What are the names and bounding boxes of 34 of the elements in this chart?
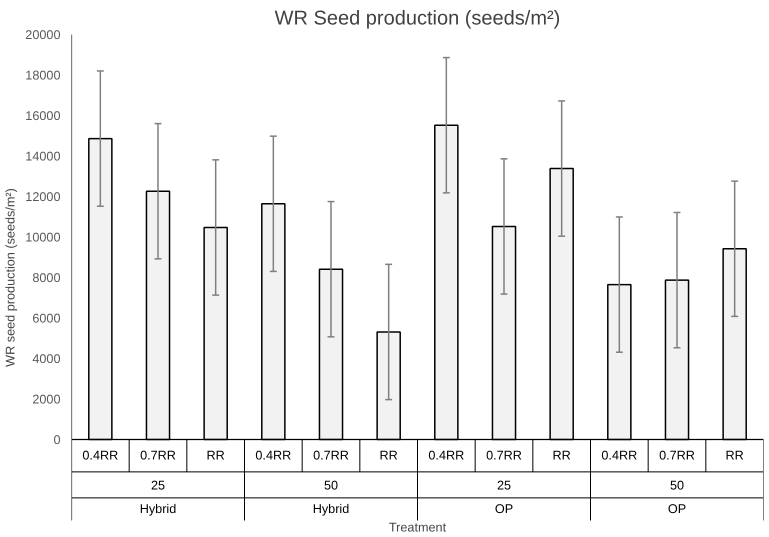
y-tick-label: 12000 <box>25 190 61 204</box>
y-tick-label: 6000 <box>32 312 60 326</box>
x-tick-label: RR <box>726 448 744 463</box>
y-tick-label: 18000 <box>25 68 61 82</box>
text: Hybrid <box>312 502 350 516</box>
x-tick-label: 0.7RR <box>313 448 349 463</box>
text: 50 <box>670 478 684 492</box>
y-axis-title: WR seed production (seeds/m²) <box>3 188 18 367</box>
x-tick-label: 0.4RR <box>428 448 464 463</box>
x-tick-label: 0.4RR <box>601 448 638 463</box>
y-tick-label: 20000 <box>25 28 61 42</box>
y-tick-label: 14000 <box>25 150 61 164</box>
text: 25 <box>150 478 166 492</box>
y-tick-label: 2000 <box>32 392 60 406</box>
x-tick-label: 0.7RR <box>140 448 176 463</box>
x-axis-title: Treatment <box>388 520 447 534</box>
x-tick-label: 0.7RR <box>659 448 695 463</box>
x-tick-label: 0.7RR <box>486 448 522 463</box>
text: OP <box>668 502 686 516</box>
x-tick-label: RR <box>206 448 225 463</box>
y-tick-label: 4000 <box>32 352 60 366</box>
x-tick-label: 0.4RR <box>82 448 118 463</box>
y-tick-label: 0 <box>53 433 61 447</box>
y-tick-label: 8000 <box>32 271 60 285</box>
x-tick-label: 0.4RR <box>255 448 292 463</box>
x-tick-label: RR <box>552 448 571 463</box>
text: 25 <box>496 478 512 492</box>
x-tick-label: RR <box>380 448 398 463</box>
text: OP <box>494 502 514 516</box>
text: 50 <box>324 478 338 492</box>
chart-title: WR Seed production (seeds/m²) <box>274 8 560 30</box>
y-tick-label: 16000 <box>25 109 61 123</box>
y-tick-label: 10000 <box>25 230 61 244</box>
text: Hybrid <box>140 502 176 516</box>
